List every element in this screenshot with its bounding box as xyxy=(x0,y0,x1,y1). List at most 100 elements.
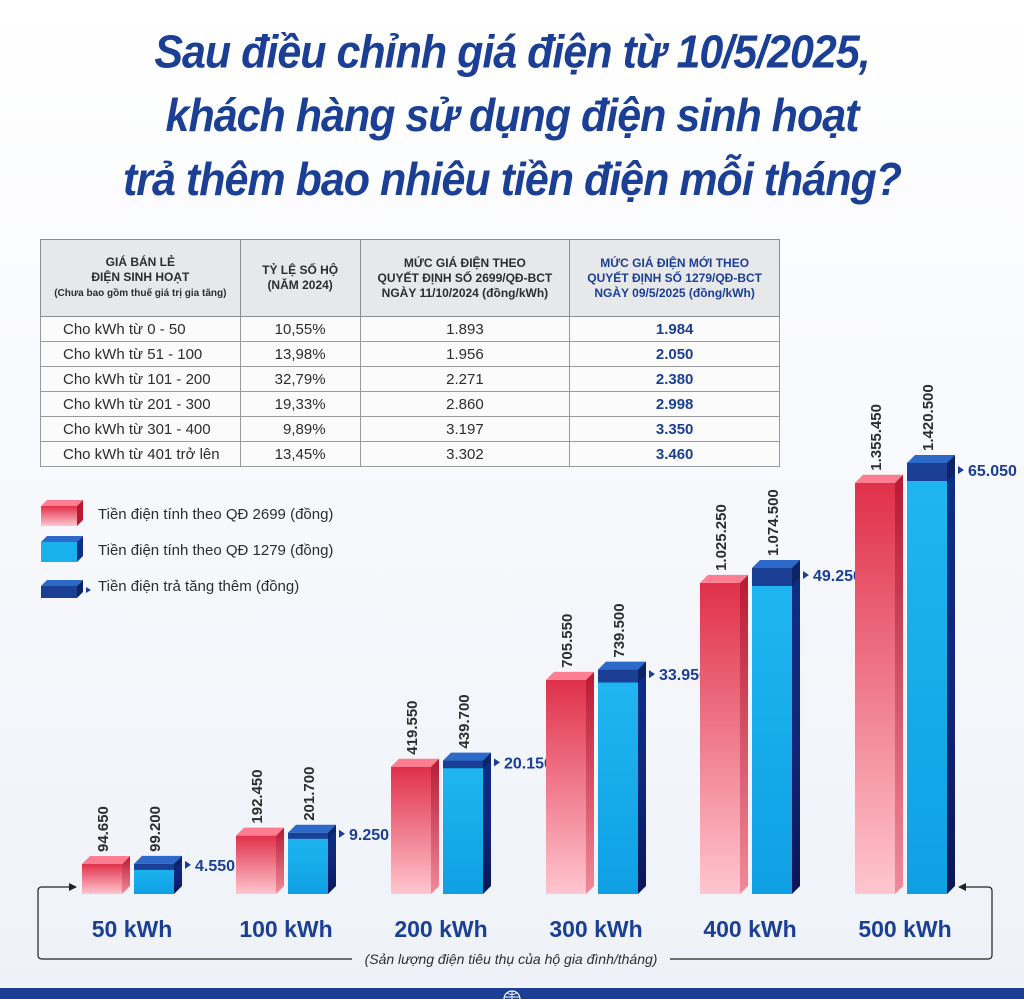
bar-increase-4 xyxy=(598,669,638,683)
arrow-right-icon xyxy=(958,466,964,474)
arrow-right-icon xyxy=(339,829,345,838)
value-label-old: 1.025.250 xyxy=(713,504,730,571)
table-cell: Cho kWh từ 101 - 200 xyxy=(40,366,241,392)
table-cell: Cho kWh từ 401 trở lên xyxy=(40,441,241,467)
bar-new-3 xyxy=(443,752,491,894)
legend-swatch-icon xyxy=(41,580,91,598)
bar-increase-top-4 xyxy=(598,661,646,670)
table-cell: 13,45% xyxy=(239,441,361,467)
x-tick-label: 50 kWh xyxy=(92,916,173,942)
bar-increase-1 xyxy=(134,863,174,870)
table-cell: 32,79% xyxy=(239,366,361,392)
table-header-line: GIÁ BÁN LẺ xyxy=(105,255,176,269)
bar-old-2 xyxy=(236,827,284,894)
value-label-increase: 20.150 xyxy=(504,755,553,772)
x-tick-label: 500 kWh xyxy=(858,916,951,942)
table-header-note: (Chưa bao gồm thuế giá trị gia tăng) xyxy=(54,288,227,299)
x-tick-label: 300 kWh xyxy=(549,916,642,942)
value-label-old: 419.550 xyxy=(404,700,421,754)
table-row: Cho kWh từ 0 - 50 10,55% 1.893 1.984 xyxy=(40,316,780,342)
table-row: Cho kWh từ 401 trở lên 13,45% 3.302 3.460 xyxy=(40,441,780,467)
page-title: Sau điều chỉnh giá điện từ 10/5/2025, kh… xyxy=(0,21,1024,212)
bar-new-2 xyxy=(288,824,336,894)
bar-increase-5 xyxy=(752,567,792,586)
x-tick-label: 200 kWh xyxy=(394,916,487,942)
value-label-increase: 65.050 xyxy=(968,463,1017,480)
legend-label: Tiền điện tính theo QĐ 1279 (đồng) xyxy=(98,542,334,559)
value-label-increase: 4.550 xyxy=(195,858,235,875)
price-table-header: GIÁ BÁN LẺ ĐIỆN SINH HOẠT (Chưa bao gồm th… xyxy=(40,239,780,317)
x-axis-bracket xyxy=(37,883,993,960)
x-tick-label: 100 kWh xyxy=(239,916,332,942)
table-cell: 2.380 xyxy=(569,366,780,392)
table-header-line: NGÀY 09/5/2025 (đồng/kWh) xyxy=(594,285,755,300)
value-label-new: 1.074.500 xyxy=(765,489,782,556)
bar-old-1 xyxy=(82,856,130,894)
legend-label: Tiền điện tính theo QĐ 2699 (đồng) xyxy=(98,506,334,523)
table-header-line: MỨC GIÁ ĐIỆN THEO xyxy=(403,255,526,270)
table-cell: Cho kWh từ 301 - 400 xyxy=(40,416,241,442)
legend-item-1: Tiền điện tính theo QĐ 2699 (đồng) xyxy=(40,500,360,530)
value-label-old: 94.650 xyxy=(95,806,112,852)
table-cell: Cho kWh từ 51 - 100 xyxy=(40,341,241,367)
table-header-line: ĐIỆN SINH HOẠT xyxy=(91,270,190,284)
price-table: GIÁ BÁN LẺ ĐIỆN SINH HOẠT (Chưa bao gồm th… xyxy=(40,239,780,467)
table-header-line: NGÀY 11/10/2024 (đồng/kWh) xyxy=(381,285,549,300)
value-label-old: 705.550 xyxy=(559,614,576,668)
table-header-line: (NĂM 2024) xyxy=(267,278,333,292)
x-axis-label: (Sản lượng điện tiêu thụ của hộ gia đình… xyxy=(365,951,658,967)
legend-swatch-icon xyxy=(41,500,83,526)
bar-increase-top-3 xyxy=(443,752,491,761)
table-header-line: MỨC GIÁ ĐIỆN MỚI THEO xyxy=(600,255,750,270)
value-label-old: 1.355.450 xyxy=(868,404,885,471)
table-header-line: QUYẾT ĐỊNH SỐ 1279/QĐ-BCT xyxy=(587,270,762,285)
table-cell: 2.271 xyxy=(359,366,571,392)
bar-increase-top-5 xyxy=(752,559,800,568)
legend-item-3: Tiền điện trả tăng thêm (đồng) xyxy=(40,572,360,602)
table-cell: 3.350 xyxy=(569,416,780,442)
arrow-right-icon xyxy=(494,758,500,767)
value-label-new: 1.420.500 xyxy=(920,384,937,451)
table-header-2: MỨC GIÁ ĐIỆN THEO QUYẾT ĐỊNH SỐ 2699/QĐ-B… xyxy=(359,239,571,317)
table-row: Cho kWh từ 301 - 400 9,89% 3.197 3.350 xyxy=(40,416,780,442)
table-cell: 3.302 xyxy=(359,441,571,467)
title-line-3: trả thêm bao nhiêu tiền điện mỗi tháng? xyxy=(122,153,902,206)
arrow-right-icon xyxy=(185,860,191,869)
bar-old-4 xyxy=(546,671,594,894)
bar-new-6 xyxy=(907,455,955,894)
value-label-old: 192.450 xyxy=(249,769,266,823)
table-cell: 2.050 xyxy=(569,341,780,367)
bar-old-6 xyxy=(855,474,903,894)
table-cell: 13,98% xyxy=(239,341,361,367)
bar-old-3 xyxy=(391,758,439,894)
bar-increase-6 xyxy=(907,463,947,481)
bar-old-5 xyxy=(700,574,748,894)
table-row: Cho kWh từ 201 - 300 19,33% 2.860 2.998 xyxy=(40,391,780,417)
value-label-increase: 49.250 xyxy=(813,568,862,585)
bar-increase-top-6 xyxy=(907,455,955,463)
title-line-1: Sau điều chỉnh giá điện từ 10/5/2025, xyxy=(154,26,870,79)
bar-increase-2 xyxy=(288,832,328,839)
globe-logo-icon xyxy=(503,990,521,999)
table-cell: 1.956 xyxy=(359,341,571,367)
value-label-increase: 9.250 xyxy=(349,827,389,844)
value-label-new: 439.700 xyxy=(456,694,473,748)
table-row: Cho kWh từ 51 - 100 13,98% 1.956 2.050 xyxy=(40,341,780,367)
arrow-right-icon xyxy=(649,670,655,679)
legend-item-2: Tiền điện tính theo QĐ 1279 (đồng) xyxy=(40,536,360,566)
price-table-body: Cho kWh từ 0 - 50 10,55% 1.893 1.984 Cho kWh… xyxy=(40,316,780,467)
table-header-line: TỶ LỆ SỐ HỘ xyxy=(262,263,339,277)
bar-increase-3 xyxy=(443,760,483,769)
value-label-new: 739.500 xyxy=(611,603,628,657)
title-line-2: khách hàng sử dụng điện sinh hoạt xyxy=(165,90,860,142)
value-label-new: 201.700 xyxy=(301,767,318,821)
table-header-1: TỶ LỆ SỐ HỘ (NĂM 2024) xyxy=(239,239,361,317)
x-tick-label: 400 kWh xyxy=(703,916,796,942)
table-cell: 19,33% xyxy=(239,391,361,417)
table-cell: 3.460 xyxy=(569,441,780,467)
table-row: Cho kWh từ 101 - 200 32,79% 2.271 2.380 xyxy=(40,366,780,392)
bar-increase-top-1 xyxy=(134,855,182,864)
table-cell: Cho kWh từ 0 - 50 xyxy=(40,316,241,342)
table-cell: Cho kWh từ 201 - 300 xyxy=(40,391,241,417)
